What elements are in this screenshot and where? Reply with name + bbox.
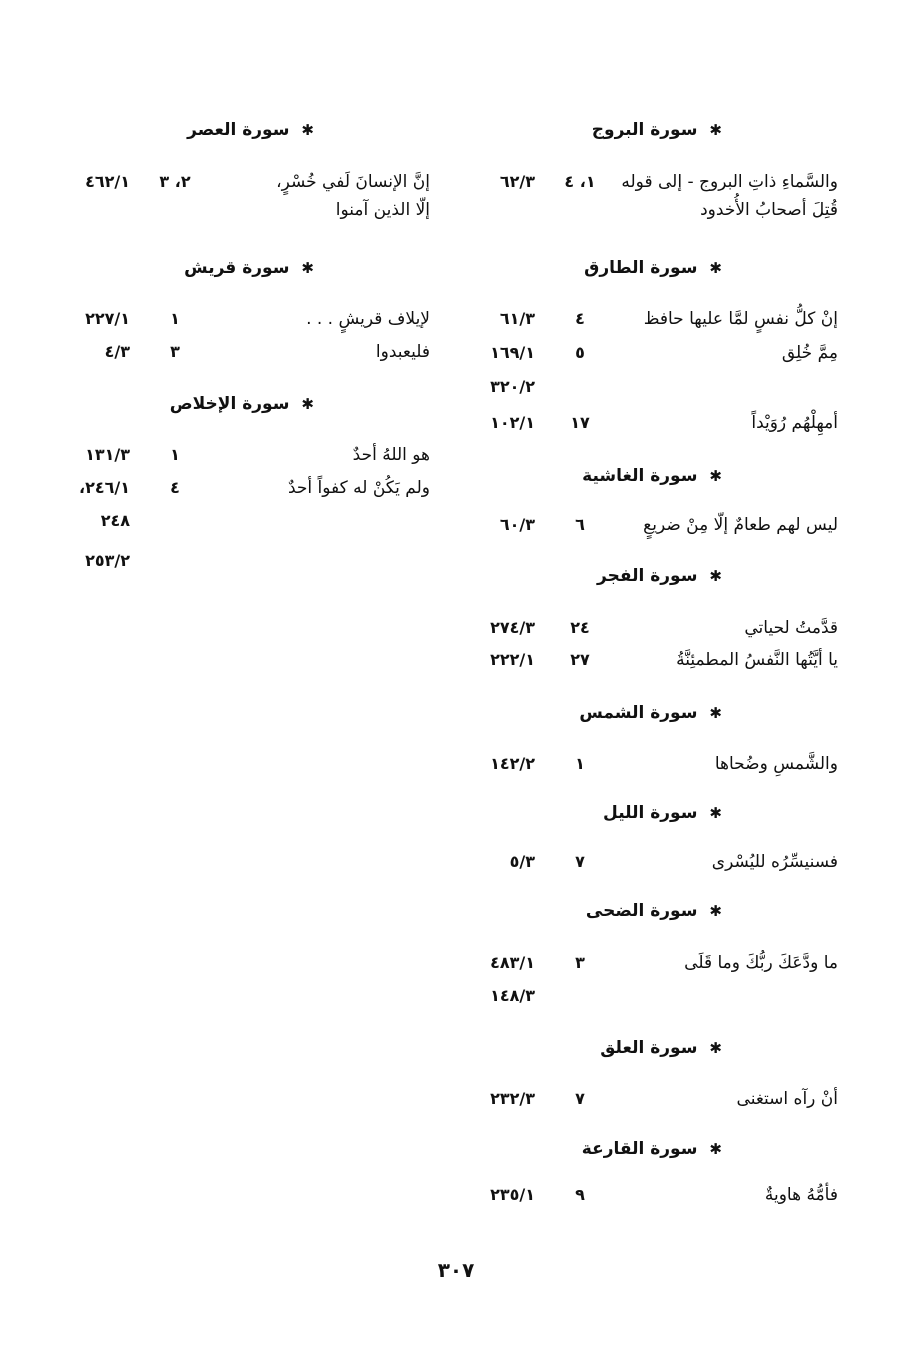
page-reference: ٥/٣ [509, 852, 535, 871]
surah-heading: ✱ سورة قريش [184, 260, 314, 277]
page-reference: ٦١/٣ [499, 309, 535, 328]
verse-text: هو اللهُ أحدٌ [352, 445, 430, 465]
bullet-star-icon: ✱ [709, 804, 722, 822]
verse-text: ما ودَّعَكَ ربُّكَ وما قَلَى [684, 953, 838, 973]
surah-heading: ✱ سورة العصر [187, 122, 314, 139]
page-reference: ٢٣٢/٣ [490, 1089, 535, 1108]
bullet-star-icon: ✱ [709, 902, 722, 920]
surah-title: سورة الشمس [579, 703, 698, 723]
surah-heading: ✱ سورة الطارق [584, 260, 722, 277]
surah-title: سورة البروج [591, 120, 698, 140]
verse-text: يا أيَّتُها النَّفسُ المطمئِنَّةُ [676, 650, 838, 670]
surah-title: سورة الفجر [597, 566, 698, 586]
page-reference: ٢٤٦/١، [79, 478, 130, 497]
surah-heading: ✱ سورة الغاشية [582, 468, 722, 485]
verse-text: أنْ رآه استغنى [736, 1089, 838, 1109]
bullet-star-icon: ✱ [709, 567, 722, 585]
page-reference: ١٠٢/١ [490, 413, 535, 432]
surah-title: سورة العلق [600, 1038, 698, 1058]
verse-number: ٧ [575, 852, 585, 871]
page-reference: ٢٢٢/١ [490, 650, 535, 669]
page-reference: ١٤٨/٣ [490, 986, 535, 1005]
surah-title: سورة القارعة [581, 1139, 698, 1159]
surah-title: سورة قريش [184, 258, 290, 278]
surah-title: سورة الطارق [584, 258, 698, 278]
page-reference: ٢٢٧/١ [85, 309, 130, 328]
bullet-star-icon: ✱ [709, 121, 722, 139]
surah-heading: ✱ سورة البروج [592, 122, 722, 139]
verse-text: والشَّمسِ وضُحاها [714, 754, 838, 774]
page-reference: ٢٤٨ [100, 511, 130, 530]
verse-text: ولم يَكُنْ له كفواً أحدٌ [287, 478, 430, 498]
verse-text: فليعبدوا [375, 342, 430, 362]
surah-heading: ✱ سورة الشمس [579, 705, 722, 722]
page-reference: ٦٠/٣ [499, 515, 535, 534]
bullet-star-icon: ✱ [709, 704, 722, 722]
bullet-star-icon: ✱ [709, 467, 722, 485]
surah-heading: ✱ سورة الإخلاص [170, 396, 314, 413]
surah-heading: ✱ سورة الليل [603, 805, 722, 822]
verse-number: ١ [575, 754, 585, 773]
verse-text: إلّا الذين آمنوا [335, 200, 430, 220]
bullet-star-icon: ✱ [301, 259, 314, 277]
page-reference: ٢٧٤/٣ [490, 618, 535, 637]
surah-title: سورة الغاشية [582, 466, 698, 486]
verse-number: ٣ [170, 342, 180, 361]
page-number: ٣٠٧ [437, 1258, 475, 1282]
verse-number: ٥ [575, 343, 585, 362]
verse-number: ١ [170, 445, 180, 464]
bullet-star-icon: ✱ [301, 395, 314, 413]
verse-text: أمهِلْهُم رُوَيْداً [751, 413, 838, 433]
page-reference: ٤٦٢/١ [85, 172, 130, 191]
verse-number: ٤ [170, 478, 180, 497]
verse-text: إنْ كلُّ نفسٍ لمَّا عليها حافظ [643, 309, 838, 329]
surah-title: سورة الإخلاص [169, 394, 290, 414]
page-reference: ٦٢/٣ [499, 172, 535, 191]
bullet-star-icon: ✱ [709, 1039, 722, 1057]
verse-number: ١ [170, 309, 180, 328]
bullet-star-icon: ✱ [709, 1140, 722, 1158]
verse-number: ٢٤ [570, 618, 590, 637]
verse-text: قدَّمتُ لحياتي [744, 618, 838, 638]
verse-text: فسنيسِّرُه لليُسْرى [711, 852, 838, 872]
page-reference: ١٤٢/٢ [490, 754, 535, 773]
page-reference: ٣٢٠/٢ [490, 377, 535, 396]
verse-number: ٢، ٣ [159, 172, 191, 191]
surah-heading: ✱ سورة الضحى [586, 903, 722, 920]
verse-number: ٦ [575, 515, 585, 534]
verse-text: قُتِلَ أصحابُ الأُخدود [700, 200, 838, 220]
verse-number: ١، ٤ [564, 172, 596, 191]
bullet-star-icon: ✱ [301, 121, 314, 139]
surah-heading: ✱ سورة الفجر [597, 568, 722, 585]
surah-title: سورة العصر [187, 120, 290, 140]
bullet-star-icon: ✱ [709, 259, 722, 277]
page-reference: ٤/٣ [104, 342, 130, 361]
verse-text: فأمُّهُ هاويةٌ [764, 1185, 838, 1205]
verse-text: لإيلاف قريشٍ . . . [306, 309, 430, 329]
verse-number: ٧ [575, 1089, 585, 1108]
surah-title: سورة الليل [603, 803, 698, 823]
surah-title: سورة الضحى [585, 901, 698, 921]
verse-number: ٢٧ [570, 650, 590, 669]
verse-number: ٣ [575, 953, 585, 972]
page-reference: ٤٨٣/١ [490, 953, 535, 972]
verse-number: ٩ [575, 1185, 585, 1204]
surah-heading: ✱ سورة القارعة [582, 1141, 722, 1158]
verse-text: مِمَّ خُلِق [781, 343, 838, 363]
page-reference: ٢٥٣/٢ [85, 551, 130, 570]
verse-text: والسَّماءِ ذاتِ البروج - إلى قوله [621, 172, 838, 192]
page-reference: ٢٣٥/١ [490, 1185, 535, 1204]
verse-number: ١٧ [570, 413, 590, 432]
verse-text: إنَّ الإنسانَ لَفي خُسْرٍ، [276, 172, 430, 192]
page-reference: ١٣١/٣ [85, 445, 130, 464]
page-reference: ١٦٩/١ [490, 343, 535, 362]
surah-heading: ✱ سورة العلق [600, 1040, 722, 1057]
verse-number: ٤ [575, 309, 585, 328]
verse-text: ليس لهم طعامٌ إلّا مِنْ ضريعٍ [643, 515, 838, 535]
